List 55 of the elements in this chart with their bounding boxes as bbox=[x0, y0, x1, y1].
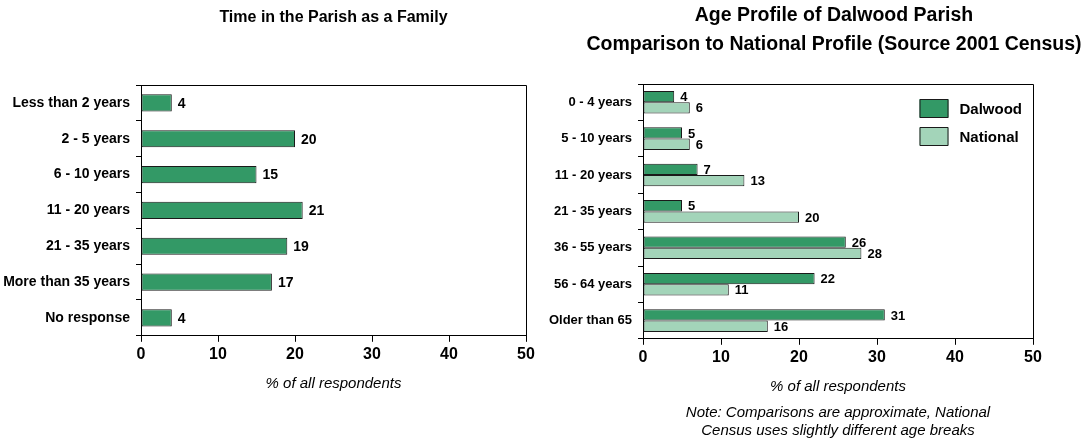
y-tick-label: No response bbox=[45, 308, 131, 325]
y-tick-label: 0 - 4 years bbox=[568, 93, 632, 109]
x-tick-label: 0 bbox=[638, 347, 648, 365]
data-label: 20 bbox=[805, 209, 820, 225]
data-label: 22 bbox=[820, 271, 836, 287]
text: Note: Comparisons are approximate, National Census uses slightly different age breaks bbox=[684, 403, 992, 439]
y-tick-label: More than 35 years bbox=[3, 272, 131, 289]
chart-title: Time in the Parish as a Family bbox=[219, 8, 448, 26]
legend-label: Dalwood bbox=[959, 99, 1022, 117]
data-label: 16 bbox=[773, 318, 789, 334]
y-tick-label: Less than 2 years bbox=[12, 93, 131, 110]
data-label: 20 bbox=[301, 130, 317, 147]
legend-label: National bbox=[959, 127, 1019, 145]
x-tick-label: 30 bbox=[363, 344, 381, 362]
data-label: 13 bbox=[750, 173, 765, 189]
y-tick-label: 21 - 35 years bbox=[45, 237, 131, 254]
data-label: 4 bbox=[177, 309, 186, 326]
data-label: 6 bbox=[695, 136, 704, 152]
y-tick-label: 2 - 5 years bbox=[61, 129, 131, 146]
x-tick-label: 50 bbox=[517, 344, 535, 362]
y-tick-label: 11 - 20 years bbox=[554, 166, 632, 182]
x-tick-label: 40 bbox=[440, 344, 458, 362]
data-label: 5 bbox=[688, 125, 696, 141]
x-axis-title: % of all respondents bbox=[770, 377, 907, 395]
x-tick-label: 10 bbox=[712, 347, 730, 365]
x-tick-label: 10 bbox=[209, 344, 227, 362]
data-label: 19 bbox=[293, 238, 310, 255]
data-label: 21 bbox=[308, 202, 325, 219]
data-label: 28 bbox=[867, 246, 882, 262]
y-tick-label: Older than 65 bbox=[548, 312, 632, 328]
y-tick-label: 6 - 10 years bbox=[53, 165, 131, 182]
x-tick-label: 20 bbox=[286, 344, 304, 362]
data-label: 4 bbox=[177, 94, 186, 111]
data-label: 17 bbox=[277, 273, 294, 290]
chart-title: Age Profile of Dalwood Parish bbox=[694, 3, 974, 26]
data-label: 5 bbox=[688, 198, 696, 214]
data-label: 7 bbox=[703, 161, 711, 177]
data-label: 11 bbox=[734, 282, 749, 298]
chart-subtitle: Comparison to National Profile (Source 2001 Census) bbox=[586, 32, 1082, 55]
x-tick-label: 50 bbox=[1024, 347, 1042, 365]
y-tick-label: 21 - 35 years bbox=[553, 202, 632, 218]
data-label: 31 bbox=[890, 307, 906, 323]
y-tick-label: 36 - 55 years bbox=[553, 239, 632, 255]
data-label: 26 bbox=[851, 234, 867, 250]
data-label: 6 bbox=[695, 100, 704, 116]
y-tick-label: 11 - 20 years bbox=[46, 201, 131, 218]
y-tick-label: 56 - 64 years bbox=[553, 275, 632, 291]
x-tick-label: 30 bbox=[868, 347, 886, 365]
x-tick-label: 20 bbox=[790, 347, 808, 365]
data-label: 15 bbox=[262, 166, 279, 183]
x-tick-label: 0 bbox=[136, 344, 146, 362]
data-label: 4 bbox=[680, 89, 689, 105]
y-tick-label: 5 - 10 years bbox=[561, 130, 632, 146]
x-tick-label: 40 bbox=[946, 347, 964, 365]
x-axis-title: % of all respondents bbox=[265, 374, 402, 392]
